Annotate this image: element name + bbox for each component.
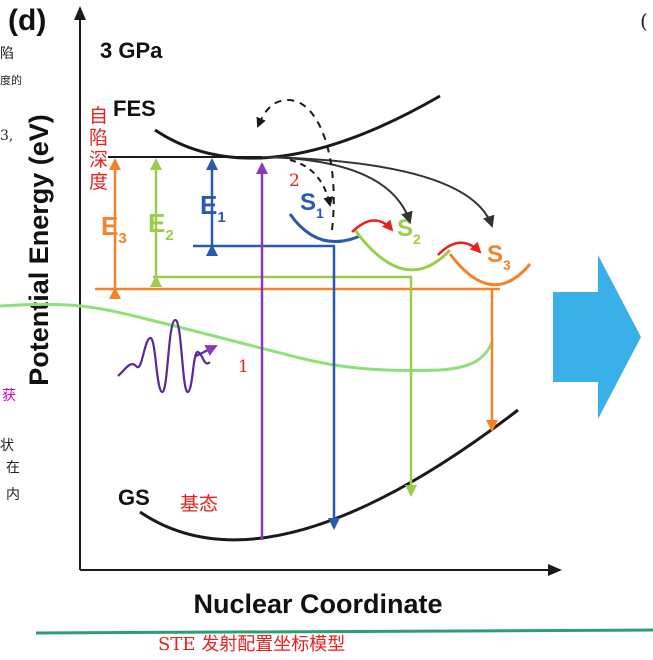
s3-curve [448,253,532,287]
panel-label: (d) [8,4,46,37]
e2-label: E2 [148,208,174,244]
caption: STE 发射配置坐标模型 [158,634,345,655]
relax-arrow-s3 [264,156,495,228]
s1-curve [288,213,361,244]
self-trap-depth-char: 深 [89,149,108,171]
step-2-note: 2 [289,171,300,191]
e3-base: E [101,211,118,241]
dashed-loop-arrow [256,98,335,231]
side-snippet: ( [640,9,648,33]
fes-label: FES [113,96,156,121]
s3-label: S3 [487,241,511,273]
gs-label: GS [118,485,150,510]
s1-label: S1 [300,189,324,221]
side-snippet: 陷 [0,46,14,62]
e1-label: E1 [200,190,226,226]
s1-sub: 1 [316,205,324,221]
next-panel-arrow [553,255,641,419]
s3-base: S [487,241,503,268]
side-snippet: 获 [2,388,16,404]
relax-arrow-s2 [264,156,413,224]
s2-curve [353,229,452,272]
caption-rule [35,628,653,635]
e2-sub: 2 [165,227,173,244]
self-trap-depth-char: 自 [89,105,108,127]
e1-base: E [200,190,217,220]
hop-arrow-s2-s3 [437,241,482,256]
e3-label: E3 [101,211,127,247]
y-axis-label: Potential Energy (eV) [24,114,54,386]
e1-sub: 1 [217,209,225,226]
s3-sub: 3 [503,257,511,273]
photon-arrow [195,345,218,357]
dashed-down-arrow [289,159,334,207]
hop-arrow-s1-s2 [351,219,394,233]
s2-base: S [397,215,413,242]
side-snippet: 状 [0,438,14,454]
self-trap-depth-char: 度 [89,171,108,193]
fes-curve [154,94,441,160]
gs-curve [139,408,519,542]
step-1-note: 1 [238,357,249,377]
ground-state-note: 基态 [180,493,218,515]
self-trap-depth-char: 陷 [89,127,108,149]
green-trace [0,302,494,372]
e3-sub: 3 [118,230,126,247]
side-snippet: 3, [0,128,13,144]
e2-base: E [148,208,165,238]
s1-base: S [300,189,316,216]
side-snippet: 内 [6,487,20,503]
pressure-label: 3 GPa [100,38,163,63]
side-snippet: 度的 [0,73,22,87]
s2-sub: 2 [413,231,421,247]
x-axis-label: Nuclear Coordinate [193,589,442,619]
side-snippet: 在 [6,460,20,476]
